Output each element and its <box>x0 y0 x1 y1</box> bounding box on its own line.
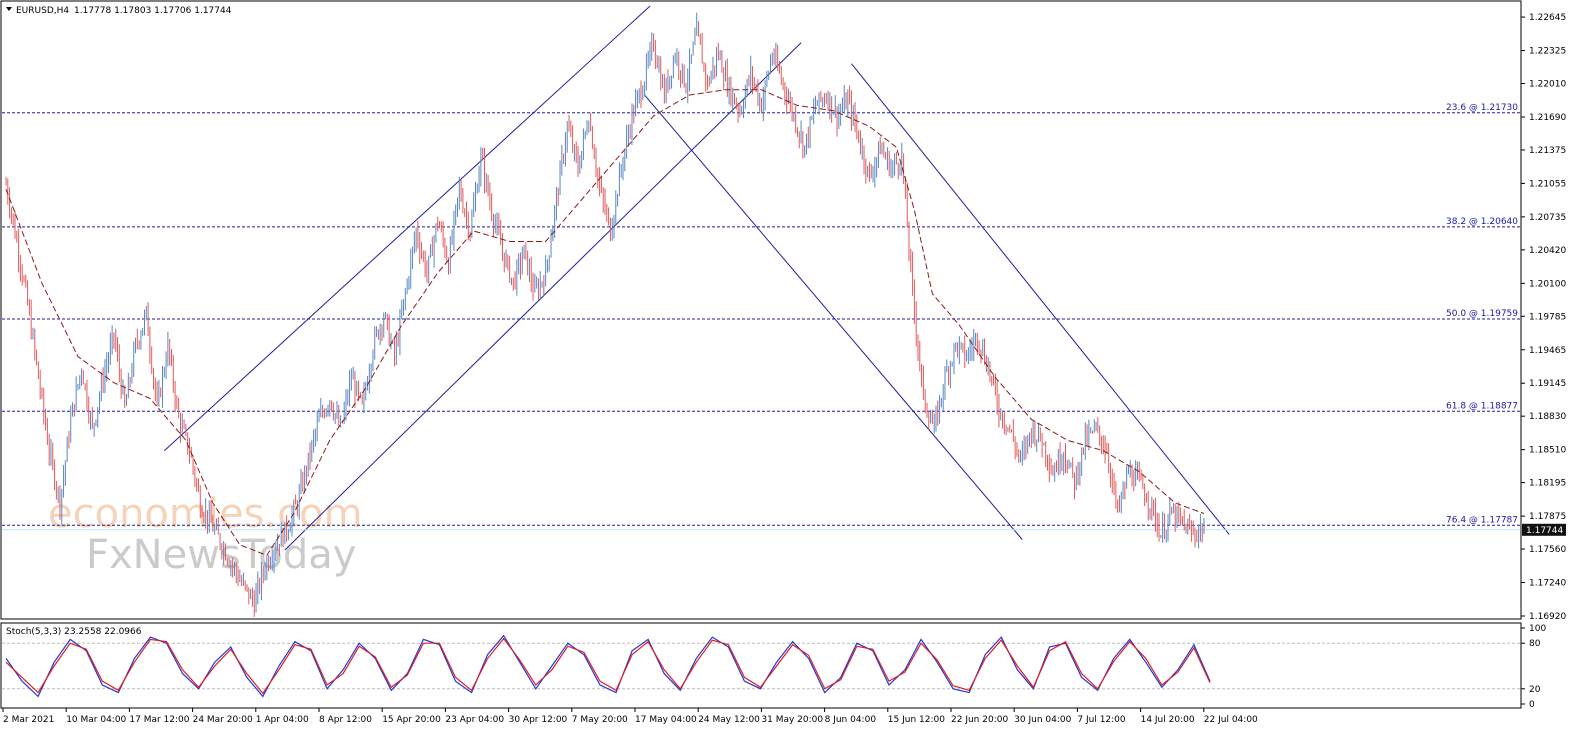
price-tick-label: 1.20735 <box>1529 213 1566 223</box>
stoch-tick-label: 0 <box>1529 700 1535 710</box>
price-tick-label: 1.22325 <box>1529 47 1566 57</box>
time-tick-label: 8 Jun 04:00 <box>825 715 877 725</box>
price-tick-label: 1.20100 <box>1529 279 1566 289</box>
stoch-tick-label: 20 <box>1529 685 1541 695</box>
price-tick-label: 1.21055 <box>1529 179 1566 189</box>
time-tick-label: 17 Mar 12:00 <box>129 715 189 725</box>
time-tick-label: 22 Jun 20:00 <box>951 715 1008 725</box>
time-tick-label: 15 Apr 20:00 <box>382 715 441 725</box>
price-tick-label: 1.18195 <box>1529 479 1566 489</box>
time-tick-label: 15 Jun 12:00 <box>888 715 945 725</box>
time-tick-label: 1 Apr 04:00 <box>256 715 309 725</box>
fib-level-label: 38.2 @ 1.20640 <box>1446 217 1518 227</box>
trend-channel-line <box>851 63 1230 535</box>
time-tick-label: 24 Mar 20:00 <box>193 715 253 725</box>
time-tick-label: 22 Jul 04:00 <box>1204 715 1258 725</box>
fib-level-label: 50.0 @ 1.19759 <box>1446 309 1518 319</box>
time-tick-label: 31 May 20:00 <box>761 715 823 725</box>
price-tick-label: 1.18830 <box>1529 412 1566 422</box>
time-tick-label: 8 Apr 12:00 <box>319 715 372 725</box>
time-tick-label: 30 Jun 04:00 <box>1014 715 1071 725</box>
current-price-tag: 1.17744 <box>1522 523 1566 536</box>
price-tick-label: 1.16920 <box>1529 612 1566 622</box>
trend-channel-line <box>163 5 651 452</box>
fib-level-label: 23.6 @ 1.21730 <box>1446 103 1518 113</box>
time-tick-label: 2 Mar 2021 <box>3 715 54 725</box>
price-tick-label: 1.19785 <box>1529 312 1566 322</box>
fib-level-label: 76.4 @ 1.17787 <box>1446 515 1518 525</box>
price-tick-label: 1.17240 <box>1529 579 1566 589</box>
time-tick-label: 23 Apr 04:00 <box>445 715 504 725</box>
ohlc-values: 1.17778 1.17803 1.17706 1.17744 <box>74 6 232 16</box>
stoch-signal-line <box>5 637 1211 695</box>
price-tick-label: 1.19145 <box>1529 379 1566 389</box>
stoch-pane <box>0 622 1522 709</box>
moving-average-line <box>5 89 1205 556</box>
watermark-line2: FxNewsToday <box>86 532 356 578</box>
triangle-down-icon[interactable] <box>6 7 12 11</box>
current-price-tag-bg <box>1522 523 1566 536</box>
price-tick-label: 1.21375 <box>1529 146 1566 156</box>
time-tick-label: 17 May 04:00 <box>635 715 697 725</box>
fib-level-label: 61.8 @ 1.18877 <box>1446 401 1518 411</box>
stoch-tick-label: 80 <box>1529 639 1541 649</box>
price-tick-label: 1.17560 <box>1529 545 1566 555</box>
trend-channel-line <box>284 42 802 551</box>
symbol-label: EURUSD,H4 <box>16 6 69 16</box>
time-tick-label: 30 Apr 12:00 <box>509 715 568 725</box>
time-tick-label: 24 May 12:00 <box>698 715 760 725</box>
price-tick-label: 1.17875 <box>1529 512 1566 522</box>
price-tick-label: 1.21690 <box>1529 113 1566 123</box>
time-tick-label: 7 May 20:00 <box>572 715 628 725</box>
price-tick-label: 1.18510 <box>1529 446 1566 456</box>
stoch-label: Stoch(5,3,3) 23.2558 22.0966 <box>6 627 142 637</box>
price-tick-label: 1.20420 <box>1529 246 1566 256</box>
stoch-tick-label: 100 <box>1529 624 1546 634</box>
current-price-tag-label: 1.17744 <box>1526 526 1563 536</box>
time-tick-label: 7 Jul 12:00 <box>1077 715 1126 725</box>
price-tick-label: 1.22010 <box>1529 80 1566 90</box>
time-tick-label: 14 Jul 20:00 <box>1141 715 1195 725</box>
price-tick-label: 1.22645 <box>1529 13 1566 23</box>
price-tick-label: 1.19465 <box>1529 346 1566 356</box>
time-tick-label: 10 Mar 04:00 <box>66 715 126 725</box>
trend-channel-line <box>644 94 1023 540</box>
